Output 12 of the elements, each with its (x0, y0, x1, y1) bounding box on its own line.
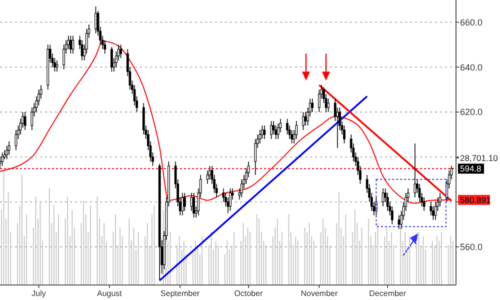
y-tick-label: 640.0 (460, 62, 483, 72)
y-tick-label: 620.0 (460, 107, 483, 118)
x-tick-label: October (234, 289, 264, 298)
x-tick-label: November (300, 289, 338, 298)
x-tick-label: August (96, 289, 123, 298)
ref-line-label: 594.8 (460, 164, 482, 174)
x-tick-label: July (32, 289, 46, 298)
y-tick-label: 560.0 (460, 242, 483, 252)
y-tick-label: 660.0 (460, 17, 483, 28)
y2-tick-label: 28,701.10 (460, 153, 498, 164)
x-tick-label: September (160, 289, 200, 298)
x-tick-label: December (369, 289, 406, 298)
